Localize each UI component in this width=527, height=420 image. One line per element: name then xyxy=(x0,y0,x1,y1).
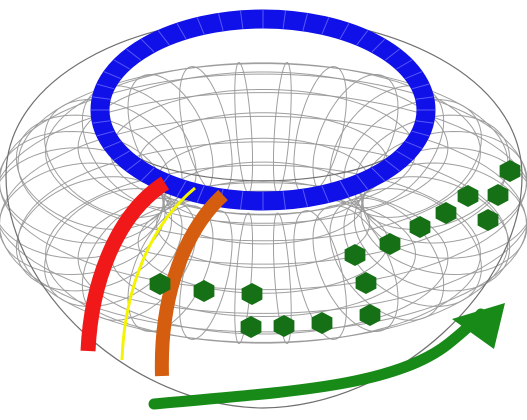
hexagon-marker-icon xyxy=(477,209,499,231)
outer-outline xyxy=(5,17,523,409)
hexagon-marker-icon xyxy=(379,233,401,255)
hexagon-marker-icon xyxy=(409,216,431,238)
ring-segment-divider xyxy=(405,71,423,80)
parallel-line xyxy=(0,115,527,333)
ring-segment-divider xyxy=(141,167,155,182)
ring-segment-divider xyxy=(218,13,224,31)
hexagon-marker-icon xyxy=(359,304,381,326)
ring-segment-divider xyxy=(196,185,205,203)
hexagon-marker-icon xyxy=(193,280,215,302)
ring-segment-divider xyxy=(103,140,121,149)
hexagon-marker-icon xyxy=(487,184,509,206)
ring-segment-divider xyxy=(96,130,115,137)
arrow-head xyxy=(452,303,505,349)
ring-segment-divider xyxy=(339,23,350,40)
ring-segment-divider xyxy=(384,48,400,61)
ring-segment-divider xyxy=(157,30,170,46)
parallel-line xyxy=(0,73,527,291)
hexagon-marker-icon xyxy=(241,283,263,305)
ring-segment-divider xyxy=(321,185,330,203)
parallel-line xyxy=(0,92,527,314)
ring-segment-divider xyxy=(96,83,115,90)
hexagon-marker-icon xyxy=(240,316,262,338)
parallel-line xyxy=(17,141,509,343)
orange-band xyxy=(154,189,228,377)
ring-segment-divider xyxy=(411,130,430,137)
ring-segment-divider xyxy=(113,150,130,161)
ring-segment-divider xyxy=(176,23,187,40)
ring-segment-divider xyxy=(113,59,130,70)
ring-segment-divider xyxy=(356,30,369,46)
ring-segment-divider xyxy=(282,191,286,210)
hexagon-marker-icon xyxy=(311,312,333,334)
hexagon-marker-icon xyxy=(149,273,171,295)
ring-segment-divider xyxy=(126,48,142,61)
ring-segment-divider xyxy=(240,191,244,210)
ring-segment-divider xyxy=(92,120,111,124)
ring-segment-divider xyxy=(302,13,308,31)
ring-segment-divider xyxy=(396,150,413,161)
hexagon-marker-icon xyxy=(457,185,479,207)
ring-segment-divider xyxy=(396,59,413,70)
ring-segment-divider xyxy=(356,174,369,190)
ring-segment-divider xyxy=(371,38,385,53)
ring-segment-divider xyxy=(240,10,244,29)
meridian-bands xyxy=(80,176,228,377)
ring-segment-divider xyxy=(405,140,423,149)
hexagon-marker-icon xyxy=(355,272,377,294)
ring-segment-divider xyxy=(126,159,142,172)
ring-segment-divider xyxy=(415,120,434,124)
yellow-band xyxy=(120,186,196,361)
ring-segment-divider xyxy=(141,38,155,53)
ring-segment-divider xyxy=(103,71,121,80)
parallel-line xyxy=(44,62,481,242)
ring-segment-divider xyxy=(411,83,430,90)
ring-segment-divider xyxy=(92,96,111,100)
hexagon-marker-icon xyxy=(499,160,521,182)
hexagon-marker-icon xyxy=(344,244,366,266)
ring-segment-divider xyxy=(339,180,350,197)
ring-segment-divider xyxy=(176,180,187,197)
ring-segment-divider xyxy=(415,96,434,100)
hexagon-marker-icon xyxy=(273,315,295,337)
curved-arrow-icon xyxy=(148,303,505,410)
ring-segment-divider xyxy=(302,189,308,207)
blue-ring xyxy=(90,9,436,211)
hexagon-path xyxy=(149,160,521,338)
ring-segment-divider xyxy=(196,17,205,35)
ring-segment-divider xyxy=(371,167,385,182)
ring-segment-divider xyxy=(282,10,286,29)
red-band xyxy=(80,176,170,352)
ring-segment-divider xyxy=(321,17,330,35)
hexagon-marker-icon xyxy=(435,202,457,224)
ring-segment-divider xyxy=(384,159,400,172)
